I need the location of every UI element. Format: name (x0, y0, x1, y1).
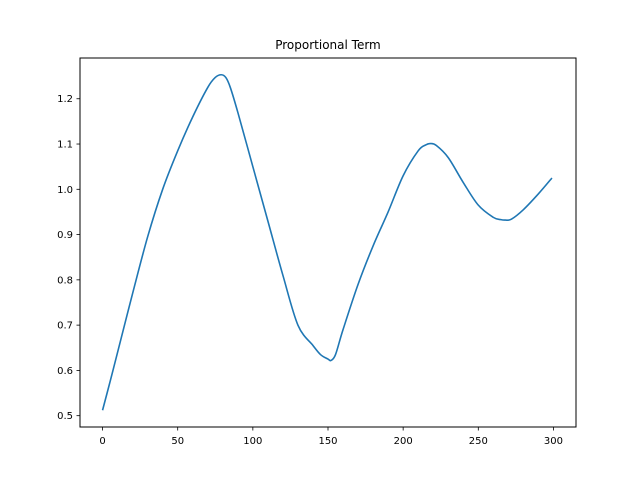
y-tick-label: 1.1 (57, 140, 73, 151)
y-tick-label: 0.5 (57, 411, 73, 422)
chart-title: Proportional Term (275, 38, 381, 52)
series-layer (101, 73, 553, 411)
y-tick-label: 1.2 (57, 94, 73, 105)
x-tick-label: 50 (171, 436, 184, 447)
series-line (101, 73, 553, 411)
x-tick-label: 150 (318, 436, 337, 447)
y-tick-label: 0.6 (57, 366, 73, 377)
plot-frame (79, 57, 577, 428)
y-axis: 0.5 0.6 0.7 0.8 0.9 1.0 1.1 1.2 (57, 94, 80, 422)
y-tick-label: 0.9 (57, 230, 73, 241)
y-tick-label: 0.7 (57, 321, 73, 332)
x-tick-label: 250 (469, 436, 488, 447)
y-tick-label: 1.0 (57, 185, 73, 196)
x-tick-label: 100 (243, 436, 262, 447)
x-axis: 0 50 100 150 200 250 300 (99, 427, 563, 447)
x-tick-label: 0 (99, 436, 105, 447)
y-tick-label: 0.8 (57, 275, 73, 286)
x-tick-label: 200 (394, 436, 413, 447)
x-tick-label: 300 (544, 436, 563, 447)
